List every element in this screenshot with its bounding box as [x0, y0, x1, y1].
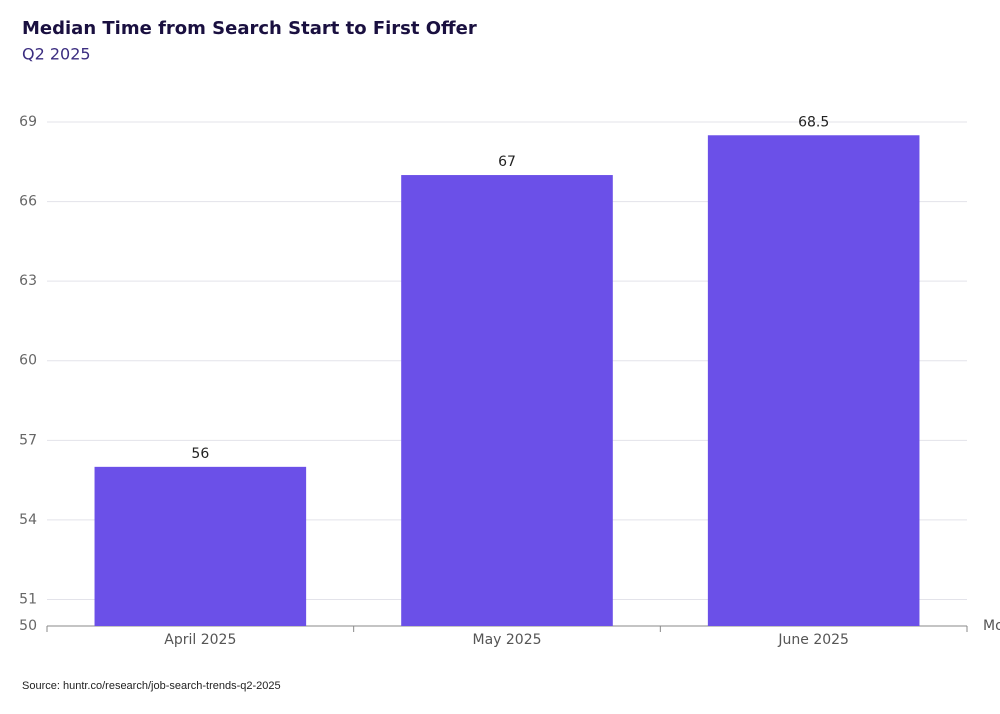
bar [707, 135, 920, 626]
y-tick-label: 57 [19, 432, 37, 448]
y-tick-label: 54 [19, 512, 37, 528]
bar [401, 175, 613, 627]
y-tick-label: 69 [19, 114, 37, 130]
x-axis-label: Month [983, 618, 1000, 634]
data-label: 68.5 [798, 114, 829, 130]
y-tick-label: 60 [19, 353, 37, 369]
data-label: 56 [191, 446, 209, 462]
x-tick-label: June 2025 [777, 632, 849, 648]
data-label: 67 [498, 154, 516, 170]
y-tick-label: 63 [19, 273, 37, 289]
chart-title: Median Time from Search Start to First O… [22, 18, 477, 39]
y-tick-label: 66 [19, 194, 37, 210]
source-note: Source: huntr.co/research/job-search-tre… [22, 680, 281, 692]
x-tick-label: April 2025 [164, 632, 236, 648]
y-tick-label: 51 [19, 591, 37, 607]
y-tick-label: 50 [19, 618, 37, 634]
x-tick-label: May 2025 [472, 632, 541, 648]
chart-subtitle: Q2 2025 [22, 45, 91, 64]
bar [94, 466, 307, 626]
